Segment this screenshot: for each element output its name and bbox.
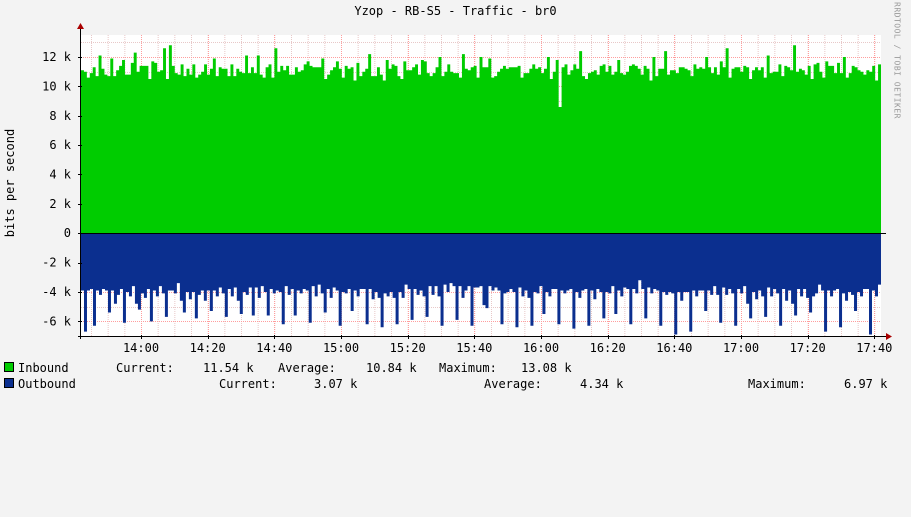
y-tick-label: 2 k (49, 197, 71, 211)
x-tick-label: 16:40 (656, 341, 692, 355)
inbound-swatch (4, 362, 14, 372)
x-tick-label: 17:00 (723, 341, 759, 355)
legend-outbound-current-value: 3.07 k (314, 377, 358, 391)
x-tick-label: 17:20 (790, 341, 826, 355)
y-tick-label: -6 k (42, 314, 72, 328)
x-tick-label: 17:40 (856, 341, 892, 355)
x-tick-label: 15:00 (323, 341, 359, 355)
series-area-outbound (81, 233, 881, 335)
chart-title: Yzop - RB-S5 - Traffic - br0 (354, 4, 557, 18)
x-tick-label: 15:40 (456, 341, 492, 355)
y-tick-label: 10 k (42, 79, 72, 93)
outbound-swatch (4, 378, 14, 388)
legend-outbound-maximum-label: Maximum: (748, 377, 806, 391)
y-tick-label: -2 k (42, 256, 72, 270)
legend-inbound-current-label: Current: (116, 361, 174, 375)
legend-outbound-name: Outbound (18, 377, 76, 391)
axis-layer (77, 23, 892, 340)
legend-outbound-maximum-value: 6.97 k (844, 377, 888, 391)
legend-inbound-maximum-value: 13.08 k (521, 361, 572, 375)
legend-inbound-average-value: 10.84 k (366, 361, 417, 375)
y-tick-label: 8 k (49, 109, 71, 123)
y-tick-label: 12 k (42, 50, 72, 64)
legend-outbound-average-label: Average: (484, 377, 542, 391)
rrdtool-watermark: RRDTOOL / TOBI OETIKER (892, 2, 902, 119)
traffic-chart: 12 k 10 k 8 k 6 k 4 k 2 k 0 -2 k -4 k -6 k 14:00 14… (42, 23, 892, 355)
legend-outbound-average-value: 4.34 k (580, 377, 624, 391)
y-tick-label: -4 k (42, 285, 72, 299)
legend-inbound-maximum-label: Maximum: (439, 361, 497, 375)
y-axis-arrow (77, 23, 84, 29)
x-tick-label: 16:00 (523, 341, 559, 355)
series-area-inbound (81, 45, 881, 234)
y-axis-label: bits per second (3, 128, 17, 238)
x-tick-label: 15:20 (390, 341, 426, 355)
legend-inbound-average-label: Average: (278, 361, 336, 375)
legend-outbound-current-label: Current: (219, 377, 277, 391)
y-tick-label: 6 k (49, 138, 71, 152)
rrd-graph: 12 k 10 k 8 k 6 k 4 k 2 k 0 -2 k -4 k -6 k 14:00 14… (3, 2, 902, 391)
legend-inbound-current-value: 11.54 k (203, 361, 254, 375)
x-tick-label: 16:20 (590, 341, 626, 355)
y-tick-label: 4 k (49, 167, 71, 181)
legend-row-outbound: Outbound Current: 3.07 k Average: 4.34 k… (4, 377, 887, 391)
y-tick-label: 0 (64, 226, 71, 240)
legend-row-inbound: Inbound Current: 11.54 k Average: 10.84 … (4, 361, 572, 375)
area-layer (81, 45, 881, 335)
legend-inbound-name: Inbound (18, 361, 69, 375)
x-tick-label: 14:40 (256, 341, 292, 355)
x-tick-label: 14:20 (190, 341, 226, 355)
x-tick-label: 14:00 (123, 341, 159, 355)
tick-label-layer: 12 k 10 k 8 k 6 k 4 k 2 k 0 -2 k -4 k -6 k 14:00 14… (42, 50, 892, 355)
x-axis-arrow (886, 333, 892, 340)
